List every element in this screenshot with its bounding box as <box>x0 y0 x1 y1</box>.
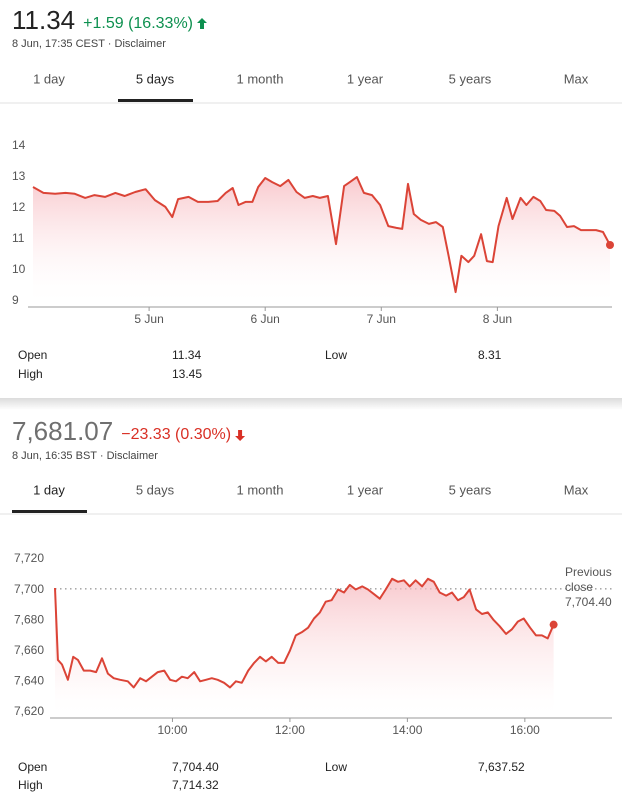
x-tick-label: 7 Jun <box>367 312 396 326</box>
range-tab[interactable]: 5 days <box>136 482 175 497</box>
stat-value: 7,637.52 <box>478 760 525 774</box>
x-tick-label: 5 Jun <box>134 312 163 326</box>
stat-label: Open <box>18 760 47 774</box>
stat-value: 8.31 <box>478 348 502 362</box>
range-tab[interactable]: 1 month <box>237 71 284 86</box>
tab-underline <box>118 99 193 102</box>
range-tab[interactable]: 5 years <box>449 482 492 497</box>
range-tab[interactable]: 1 month <box>237 482 284 497</box>
price-line <box>32 176 611 294</box>
range-tab[interactable]: Max <box>564 482 589 497</box>
stat-label: High <box>18 367 43 381</box>
range-tab[interactable]: Max <box>564 71 589 86</box>
y-tick-label: 9 <box>12 293 19 307</box>
range-tab[interactable]: 1 year <box>347 71 384 86</box>
y-tick-label: 7,660 <box>14 643 44 657</box>
stat-label: Open <box>18 348 47 362</box>
previous-close-label: Previous <box>565 565 612 579</box>
card-shadow <box>0 398 622 410</box>
price-line <box>54 577 555 689</box>
area-fill <box>55 578 554 718</box>
range-tab[interactable]: 1 day <box>33 71 65 86</box>
last-point <box>549 620 558 629</box>
range-tab[interactable]: 5 years <box>449 71 492 86</box>
y-tick-label: 12 <box>12 200 26 214</box>
stat-label: High <box>18 778 43 792</box>
price: 7,681.07 <box>12 416 113 446</box>
price: 11.34 <box>12 5 75 35</box>
change-arrow <box>235 430 246 441</box>
price-change: +1.59 (16.33%) <box>83 15 193 32</box>
y-tick-label: 11 <box>12 231 25 245</box>
y-tick-label: 13 <box>12 169 26 183</box>
y-tick-label: 7,720 <box>14 551 44 565</box>
x-tick-label: 6 Jun <box>251 312 280 326</box>
range-tab[interactable]: 1 day <box>33 482 65 497</box>
x-tick-label: 16:00 <box>510 723 540 737</box>
y-tick-label: 7,640 <box>14 674 44 688</box>
y-tick-label: 7,700 <box>14 582 44 596</box>
change-arrow <box>197 18 207 29</box>
area-fill <box>33 177 610 307</box>
quote-meta: 8 Jun, 17:35 CEST · Disclaimer <box>12 38 166 50</box>
y-tick-label: 7,680 <box>14 612 44 626</box>
price-change: −23.33 (0.30%) <box>121 426 231 443</box>
range-tab[interactable]: 5 days <box>136 71 175 86</box>
stat-value: 7,714.32 <box>172 778 219 792</box>
y-tick-label: 7,620 <box>14 704 44 718</box>
stat-label: Low <box>325 348 347 362</box>
last-point <box>606 241 614 249</box>
stat-value: 13.45 <box>172 367 202 381</box>
x-tick-label: 8 Jun <box>483 312 512 326</box>
range-tab[interactable]: 1 year <box>347 482 384 497</box>
stat-value: 11.34 <box>172 348 201 362</box>
x-tick-label: 12:00 <box>275 723 305 737</box>
tab-underline <box>12 510 87 513</box>
y-tick-label: 10 <box>12 262 26 276</box>
x-tick-label: 14:00 <box>392 723 422 737</box>
stat-label: Low <box>325 760 347 774</box>
stat-value: 7,704.40 <box>172 760 219 774</box>
y-tick-label: 14 <box>12 138 26 152</box>
previous-close-label: close <box>565 580 593 594</box>
previous-close-value: 7,704.40 <box>565 595 612 609</box>
x-tick-label: 10:00 <box>157 723 187 737</box>
quote-meta: 8 Jun, 16:35 BST · Disclaimer <box>12 450 158 462</box>
